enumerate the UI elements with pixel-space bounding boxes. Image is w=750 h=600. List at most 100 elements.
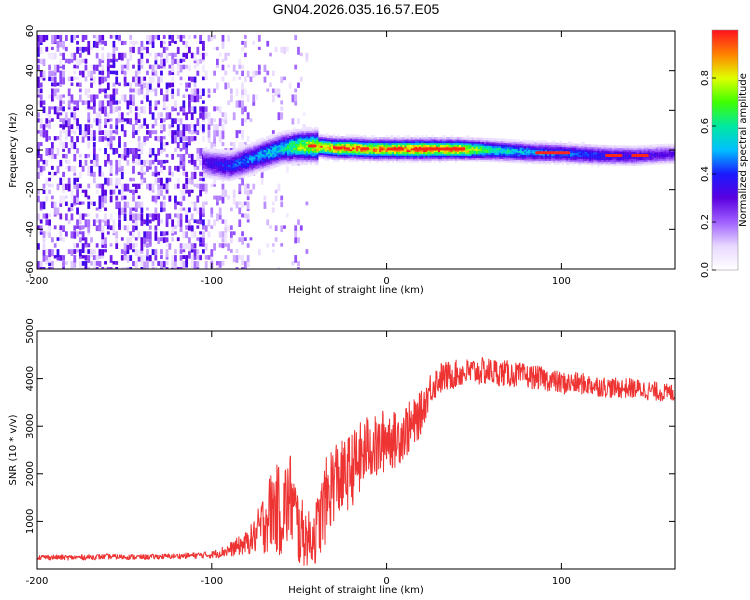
spectrogram-cell [366,152,369,156]
spectrogram-cell [137,46,141,55]
spectrogram-cell [500,142,504,145]
spectrogram-cell [182,153,186,162]
spectrogram-cell [251,155,254,158]
spectrogram-cell [498,159,502,163]
spectrogram-cell [542,144,546,147]
spectrogram-cell [255,146,258,150]
spectrogram-cell [358,134,361,138]
spectrogram-cell [310,162,313,166]
spectrogram-cell [62,195,65,202]
spectrogram-cell [297,137,300,141]
spectrogram-cell [224,178,227,181]
spectrogram-cell [165,219,169,227]
spectrogram-cell [295,143,298,146]
spectrogram-cell [360,140,363,143]
spectrogram-cell [614,148,617,152]
spectrogram-cell [616,150,619,154]
spectrogram-cell [42,237,46,243]
spectrogram-cell [454,158,457,162]
spectrogram-cell [291,118,295,125]
spectrogram-cell [421,158,424,162]
spectrogram-cell [148,255,152,262]
spectrogram-cell [263,158,267,161]
spectrogram-cell [48,124,51,129]
spectrogram-cell [435,151,439,154]
spectrogram-cell [95,52,99,59]
spectrogram-cell [358,147,361,150]
spectrogram-cell [354,148,357,152]
spectrogram-cell [431,153,434,156]
spectrogram-cell [626,145,629,149]
spectrogram-cell [561,157,564,160]
spectrogram-cell [39,171,43,177]
spectrogram-cell [228,155,231,159]
spectrogram-cell [257,144,260,147]
spectrogram-cell [154,100,158,107]
spectrogram-cell [126,201,130,208]
spectrogram-cell [202,219,205,226]
spectrogram-cell [185,64,189,69]
spectrogram-cell [312,155,315,159]
spectrogram-cell [76,189,79,198]
spectrogram-cell [64,213,68,221]
spectrogram-cell [463,151,466,155]
spectrogram-cell [347,141,350,144]
spectrogram-cell [385,149,388,153]
spectrogram-cell [210,213,214,218]
spectrogram-cell [238,219,242,228]
spectrogram-cell [492,145,495,148]
spectrogram-cell [203,162,206,165]
spectrogram-cell [199,237,203,243]
spectrogram-cell [645,146,648,150]
spectrogram-cell [219,165,223,168]
spectrogram-cell [635,150,638,154]
spectrogram-cell [641,159,644,163]
spectrogram-cell [246,243,250,248]
spectrogram-cell [98,249,102,256]
spectrogram-cell [620,156,623,159]
spectrogram-cell [185,112,189,121]
spectrogram-cell [249,159,252,163]
spectrogram-cell [429,138,432,142]
spectrogram-cell [503,149,506,152]
spectrogram-cell [126,106,130,110]
spectrogram-cell [39,261,43,267]
spectrogram-cell [375,145,378,149]
spectrogram-cell [106,153,110,162]
spectrogram-cell [120,52,124,61]
spectrogram-cell [224,176,227,180]
spectrogram-cell [349,157,353,161]
spectrogram-cell [479,146,483,150]
spectrogram-cell [196,267,200,269]
spectrogram-cell [404,144,407,147]
spectrogram-cell [109,189,113,195]
spectrogram-cell [312,132,315,135]
spectrogram-cell [316,139,319,142]
spectrogram-cell [276,143,279,146]
spectrogram-cell [553,153,556,156]
spectrogram-cell [53,255,57,259]
spectrogram-cell [276,153,279,157]
spectrogram-cell [126,225,130,233]
spectrogram-cell [410,149,413,153]
spectrogram-cell [284,151,288,155]
spectrogram-cell [305,141,309,144]
spectrogram-cell [39,118,43,124]
spectrogram-cell [538,159,541,163]
spectrogram-cell [446,149,449,153]
spectrogram-cell [76,136,79,143]
spectrogram-cell [278,153,281,156]
spectrogram-cell [249,172,252,175]
spectrogram-cell [84,76,88,82]
spectrogram-cell [582,149,585,152]
spectrogram-cell [484,159,487,162]
spectrogram-cell [211,169,214,173]
spectrogram-cell [129,243,133,250]
spectrogram-cell [651,151,655,155]
spectrogram-cell [391,160,395,163]
spectrogram-cell [616,148,619,152]
spectrogram-cell [162,148,166,152]
spectrogram-cell [134,148,138,154]
spectrogram-cell [339,139,342,143]
spectrogram-cell [301,155,304,159]
